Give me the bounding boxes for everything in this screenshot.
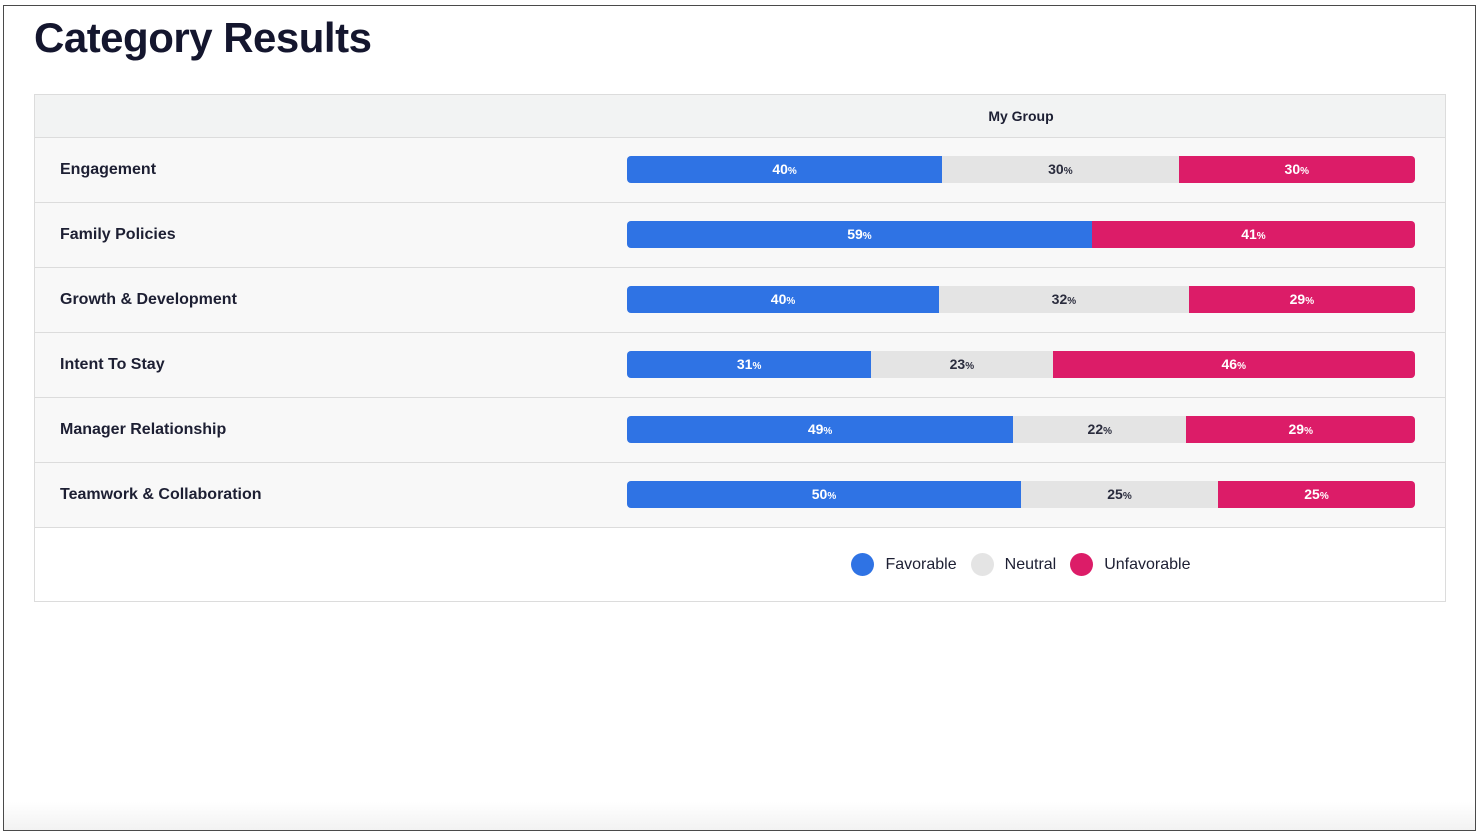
data-label: 32 (1051, 291, 1068, 307)
legend-label: Unfavorable (1104, 555, 1191, 573)
category-label: Growth & Development (60, 291, 237, 308)
data-label: 22 (1087, 421, 1104, 437)
legend-item-neutral[interactable]: Neutral (970, 553, 1057, 576)
data-label: 23 (949, 356, 966, 372)
data-label: 25 (1304, 486, 1320, 502)
percent-sign: % (823, 426, 833, 437)
stacked-bar[interactable]: 40% 30% 30% (627, 156, 1415, 183)
stacked-bar[interactable]: 31% 23% 46% (627, 351, 1415, 378)
bar-segment-neutral[interactable]: 30% (942, 156, 1179, 183)
category-label: Teamwork & Collaboration (60, 486, 262, 503)
bar-segment-favorable[interactable]: 49% (627, 416, 1014, 443)
stacked-bar[interactable]: 50% 25% 25% (627, 481, 1415, 508)
data-label: 31 (736, 356, 753, 372)
percent-sign: % (1103, 426, 1113, 437)
data-label: 25 (1107, 486, 1123, 502)
bar-segment-unfavorable[interactable]: 29% (1188, 286, 1415, 313)
percent-sign: % (1237, 361, 1246, 372)
legend-label: Neutral (1004, 555, 1057, 573)
category-row-engagement: Engagement 40% 30% 30% (35, 138, 1445, 203)
data-label: 30 (1048, 161, 1064, 177)
bar-segment-favorable[interactable]: 31% (627, 351, 872, 378)
chart-legend: Favorable Neutral Unfavorable (627, 528, 1415, 601)
bar-segment-unfavorable[interactable]: 29% (1186, 416, 1415, 443)
bar-segment-favorable[interactable]: 59% (627, 221, 1092, 248)
percent-sign: % (1063, 166, 1073, 177)
percent-sign: % (827, 491, 837, 502)
table-header: My Group (35, 95, 1445, 138)
page-title: Category Results (34, 14, 372, 61)
bar-segment-unfavorable[interactable]: 41% (1091, 221, 1415, 248)
data-label: 46 (1221, 356, 1238, 372)
category-label: Family Policies (60, 226, 176, 243)
data-label: 40 (770, 291, 787, 307)
stacked-bar[interactable]: 59% 41% (627, 221, 1415, 248)
bar-segment-favorable[interactable]: 40% (627, 286, 940, 313)
bottom-shade (4, 802, 1475, 830)
category-row-intent-to-stay: Intent To Stay 31% 23% 46% (35, 333, 1445, 398)
data-label: 30 (1284, 161, 1301, 177)
stacked-bar[interactable]: 49% 22% 29% (627, 416, 1415, 443)
percent-sign: % (787, 166, 797, 177)
legend-label: Favorable (885, 555, 957, 573)
data-label: 59 (847, 226, 863, 242)
data-label: 40 (772, 161, 788, 177)
bar-segment-neutral[interactable]: 32% (939, 286, 1189, 313)
category-results-table: My Group Engagement 40% 30% 30% Family Polic… (34, 94, 1446, 602)
legend-swatch-neutral (970, 553, 994, 576)
data-label: 49 (807, 421, 824, 437)
data-label: 29 (1289, 291, 1306, 307)
category-label: Engagement (60, 161, 157, 178)
legend-swatch-unfavorable (1070, 553, 1094, 576)
percent-sign: % (862, 231, 872, 242)
percent-sign: % (1300, 166, 1310, 177)
percent-sign: % (1122, 491, 1132, 502)
bar-segment-neutral[interactable]: 22% (1013, 416, 1187, 443)
data-label: 29 (1288, 421, 1305, 437)
legend-item-unfavorable[interactable]: Unfavorable (1070, 553, 1191, 576)
bar-segment-neutral[interactable]: 23% (871, 351, 1053, 378)
percent-sign: % (1304, 426, 1313, 437)
category-label: Manager Relationship (60, 421, 227, 438)
legend-item-favorable[interactable]: Favorable (851, 553, 957, 576)
bar-segment-unfavorable[interactable]: 25% (1218, 481, 1415, 508)
bar-segment-neutral[interactable]: 25% (1021, 481, 1218, 508)
stacked-bar[interactable]: 40% 32% 29% (627, 286, 1415, 313)
report-frame: Category Results My Group Engagement 40% 3… (3, 5, 1476, 831)
bar-segment-unfavorable[interactable]: 30% (1178, 156, 1415, 183)
category-row-family-policies: Family Policies 59% 41% (35, 203, 1445, 268)
data-label: 41 (1241, 226, 1257, 242)
percent-sign: % (1305, 296, 1315, 307)
percent-sign: % (1256, 231, 1266, 242)
legend-swatch-favorable (851, 553, 875, 576)
percent-sign: % (786, 296, 796, 307)
legend-row: Favorable Neutral Unfavorable (35, 528, 1445, 601)
bar-segment-favorable[interactable]: 40% (627, 156, 943, 183)
percent-sign: % (1067, 296, 1077, 307)
percent-sign: % (1319, 491, 1329, 502)
percent-sign: % (965, 361, 975, 372)
bar-segment-unfavorable[interactable]: 46% (1052, 351, 1415, 378)
category-row-manager-relationship: Manager Relationship 49% 22% 29% (35, 398, 1445, 463)
category-row-teamwork-and-collaboration: Teamwork & Collaboration 50% 25% 25% (35, 463, 1445, 528)
data-label: 50 (811, 486, 828, 502)
category-row-growth-and-development: Growth & Development 40% 32% 29% (35, 268, 1445, 333)
bar-segment-favorable[interactable]: 50% (627, 481, 1021, 508)
percent-sign: % (752, 361, 762, 372)
column-header-my-group: My Group (988, 108, 1054, 124)
category-label: Intent To Stay (60, 356, 165, 373)
table-body: Engagement 40% 30% 30% Family Policies 59% 41%… (35, 138, 1445, 528)
